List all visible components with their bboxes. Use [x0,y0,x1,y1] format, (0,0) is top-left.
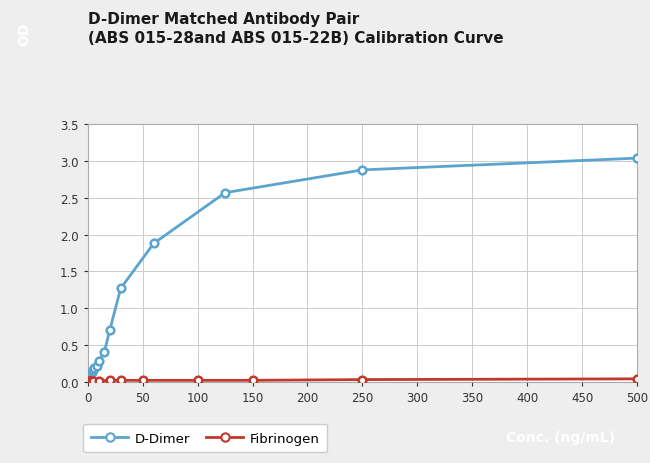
Text: D-Dimer Matched Antibody Pair
(ABS 015-28and ABS 015-22B) Calibration Curve: D-Dimer Matched Antibody Pair (ABS 015-2… [88,12,503,46]
Text: Conc. (ng/mL): Conc. (ng/mL) [506,431,615,444]
Text: OD: OD [18,23,31,46]
Legend: D-Dimer, Fibrinogen: D-Dimer, Fibrinogen [83,424,328,452]
